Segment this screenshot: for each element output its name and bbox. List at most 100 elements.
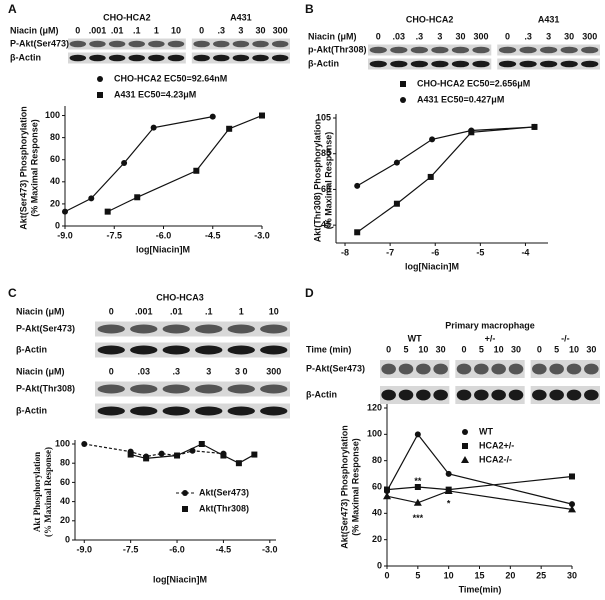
lane-label: 10: [171, 25, 181, 35]
marker: [134, 194, 141, 201]
blot-band: [130, 406, 158, 416]
lane-label: .001: [89, 25, 107, 35]
lane-label: .3: [218, 25, 226, 35]
blot-band: [381, 389, 396, 401]
blot-band: [162, 324, 190, 334]
blot-band: [456, 389, 472, 401]
blot-band: [130, 384, 158, 394]
blot-band: [260, 406, 288, 416]
marker: [97, 92, 103, 98]
group-label: WT: [408, 333, 422, 343]
blot-band: [581, 46, 599, 54]
lane-label: 3: [238, 25, 243, 35]
marker: [429, 136, 436, 143]
lane-label: 5: [403, 344, 408, 354]
group-label: +/-: [485, 333, 496, 343]
lane-label: 0: [461, 344, 466, 354]
lane-label: 0: [109, 366, 114, 376]
blot-band: [162, 345, 190, 355]
panel-label: C: [8, 286, 17, 300]
x-tick-label: 10: [444, 570, 454, 580]
y-axis-label: (% Maximal Response): [43, 447, 53, 537]
blot-band: [193, 54, 210, 62]
group-label: A431: [230, 12, 252, 22]
lane-label: 1: [154, 25, 159, 35]
blot-band: [108, 40, 126, 48]
group-label: CHO-HCA2: [103, 12, 151, 22]
y-tick-label: 0: [55, 220, 60, 230]
blot-title: Primary macrophage: [445, 320, 535, 330]
row-label: P-Akt(Ser473): [10, 38, 69, 48]
group-label: CHO-HCA2: [406, 14, 454, 24]
blot-band: [108, 54, 126, 62]
marker: [531, 123, 538, 130]
marker: [462, 429, 468, 435]
y-tick-label: 100: [55, 438, 70, 448]
blot-band: [195, 324, 223, 334]
row-label: β-Actin: [306, 389, 337, 399]
lane-label: 300: [582, 31, 597, 41]
row-label: P-Akt(Ser473): [16, 323, 75, 333]
y-tick-label: 0: [377, 560, 382, 570]
blot-band: [213, 40, 230, 48]
y-axis-label: Akt Phosphorylation: [32, 452, 42, 532]
marker: [384, 486, 390, 493]
legend-label: HCA2-/-: [479, 454, 512, 464]
y-tick-label: 45: [321, 220, 331, 230]
x-tick-label: 20: [505, 570, 515, 580]
marker: [97, 76, 103, 82]
y-tick-label: 100: [367, 429, 382, 439]
lane-label: 3: [546, 31, 551, 41]
blot-band: [549, 363, 564, 375]
marker: [235, 460, 242, 467]
x-tick-label: 30: [567, 570, 577, 580]
marker: [251, 451, 258, 458]
y-tick-label: 60: [50, 154, 60, 164]
blot-band: [549, 389, 564, 401]
blot-band: [128, 40, 145, 48]
marker: [209, 113, 216, 120]
marker: [468, 127, 475, 134]
blot-title: CHO-HCA3: [156, 292, 204, 302]
blot-band: [260, 384, 288, 394]
lane-label: 0: [386, 344, 391, 354]
x-tick-label: -3.0: [262, 544, 278, 554]
lane-label: 30: [586, 344, 596, 354]
blot-band: [232, 54, 250, 62]
marker: [383, 492, 391, 500]
series-line: [386, 433, 573, 505]
blot-band: [532, 389, 547, 401]
marker: [81, 441, 88, 447]
blot-band: [89, 40, 106, 48]
lane-label: 0: [505, 31, 510, 41]
blot-strip: [68, 38, 186, 50]
blot-strip: [380, 386, 450, 404]
marker: [150, 124, 157, 131]
x-tick-label: -3.0: [254, 230, 270, 240]
lane-label: 300: [273, 25, 288, 35]
blot-band: [433, 363, 448, 375]
legend-label: A431 EC50=4.23μM: [114, 89, 196, 99]
blot-band: [69, 54, 87, 62]
y-tick-label: 60: [60, 477, 70, 487]
x-tick-label: 25: [536, 570, 546, 580]
y-tick-label: 80: [372, 455, 382, 465]
group-label: -/-: [561, 333, 570, 343]
blot-band: [431, 60, 449, 68]
x-tick-label: -4.5: [216, 544, 232, 554]
x-axis-label: Time(min): [459, 584, 502, 594]
y-tick-label: 80: [60, 458, 70, 468]
blot-band: [148, 54, 165, 62]
lane-label: 30: [436, 344, 446, 354]
blot-band: [195, 345, 223, 355]
row-label: β-Actin: [16, 344, 47, 354]
lane-label: 10: [569, 344, 579, 354]
blot-band: [416, 363, 431, 375]
group-label: A431: [538, 14, 560, 24]
lane-label: 300: [473, 31, 488, 41]
panel-label: A: [8, 2, 17, 16]
x-tick-label: -8: [341, 247, 349, 257]
blot-band: [474, 363, 489, 375]
lane-label: 5: [554, 344, 559, 354]
lane-label: .3: [524, 31, 532, 41]
